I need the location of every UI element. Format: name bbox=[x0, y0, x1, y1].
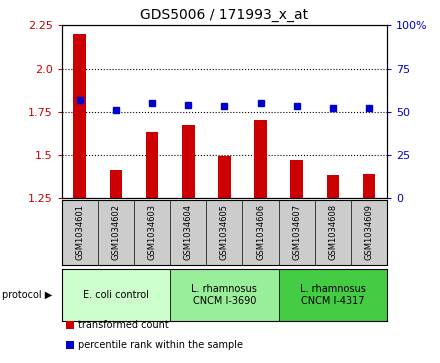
Text: GSM1034605: GSM1034605 bbox=[220, 204, 229, 260]
Text: L. rhamnosus
CNCM I-4317: L. rhamnosus CNCM I-4317 bbox=[300, 284, 366, 306]
Bar bbox=[73, 34, 86, 198]
Text: GSM1034603: GSM1034603 bbox=[147, 204, 157, 260]
Bar bbox=[110, 170, 122, 198]
Bar bbox=[254, 120, 267, 198]
Bar bbox=[182, 125, 194, 198]
Bar bbox=[363, 174, 375, 198]
Bar bbox=[326, 175, 339, 198]
Bar bbox=[62, 269, 170, 321]
Bar bbox=[146, 132, 158, 198]
Text: GSM1034604: GSM1034604 bbox=[184, 204, 193, 260]
Text: GSM1034606: GSM1034606 bbox=[256, 204, 265, 260]
Text: transformed count: transformed count bbox=[78, 320, 169, 330]
Bar bbox=[290, 160, 303, 198]
Bar bbox=[279, 269, 387, 321]
Text: GSM1034601: GSM1034601 bbox=[75, 204, 84, 260]
Text: GSM1034609: GSM1034609 bbox=[365, 204, 374, 260]
Text: protocol ▶: protocol ▶ bbox=[2, 290, 52, 300]
Text: GSM1034608: GSM1034608 bbox=[328, 204, 337, 260]
Bar bbox=[170, 269, 279, 321]
Bar bbox=[218, 156, 231, 198]
Text: percentile rank within the sample: percentile rank within the sample bbox=[78, 340, 243, 350]
Text: L. rhamnosus
CNCM I-3690: L. rhamnosus CNCM I-3690 bbox=[191, 284, 257, 306]
Text: E. coli control: E. coli control bbox=[83, 290, 149, 300]
Text: GSM1034607: GSM1034607 bbox=[292, 204, 301, 260]
Text: GSM1034602: GSM1034602 bbox=[111, 204, 121, 260]
Title: GDS5006 / 171993_x_at: GDS5006 / 171993_x_at bbox=[140, 8, 308, 22]
